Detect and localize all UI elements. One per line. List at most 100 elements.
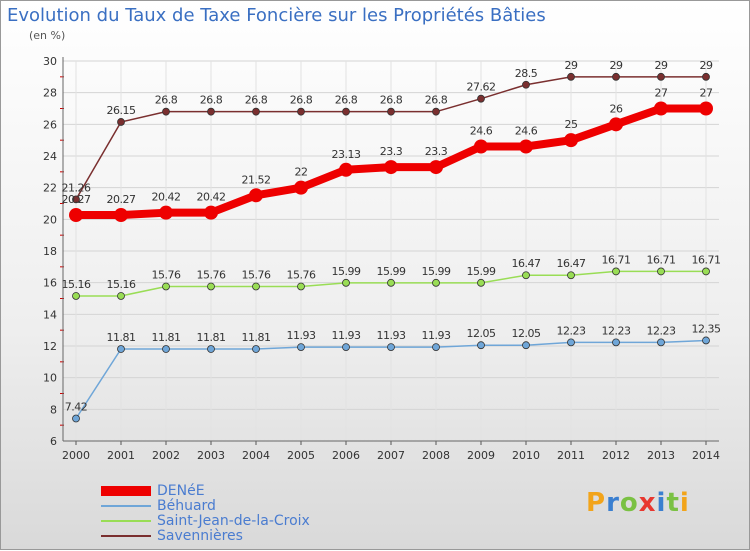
y-tick-labels: 6 8 10 12 14 16 18 20 22 24 26 28 30 xyxy=(43,55,57,448)
y-tick-label: 26 xyxy=(43,118,57,131)
data-label-denee: 26 xyxy=(610,102,623,115)
data-label-denee: 20.42 xyxy=(197,191,226,204)
data-label-savennieres: 26.8 xyxy=(245,94,268,107)
legend-label-behuard: Béhuard xyxy=(157,498,216,514)
data-label-behuard: 11.93 xyxy=(332,329,361,342)
data-label-behuard: 11.81 xyxy=(197,331,226,344)
proxiti-logo: Proxiti xyxy=(586,488,690,518)
data-label-denee: 23.3 xyxy=(380,145,403,158)
data-point-behuard xyxy=(432,343,440,352)
legend-label-savennieres: Savennières xyxy=(157,528,243,544)
data-label-denee: 25 xyxy=(565,118,578,131)
data-label-behuard: 12.23 xyxy=(647,324,676,337)
data-label-denee: 20.27 xyxy=(107,193,136,206)
logo-letter: x xyxy=(638,488,657,518)
axes xyxy=(60,57,719,445)
data-label-savennieres: 29 xyxy=(610,59,623,72)
data-label-savennieres: 26.15 xyxy=(107,104,136,117)
data-label-savennieres: 29 xyxy=(655,59,668,72)
data-label-saint-jean-de-la-croix: 15.99 xyxy=(377,265,406,278)
data-label-behuard: 12.35 xyxy=(692,322,721,335)
data-point-denee xyxy=(654,101,668,116)
data-label-savennieres: 21.26 xyxy=(62,181,91,194)
data-point-savennieres xyxy=(702,72,710,81)
data-label-savennieres: 29 xyxy=(565,59,578,72)
y-tick-label: 16 xyxy=(43,277,57,290)
data-point-denee xyxy=(474,139,488,154)
data-point-behuard xyxy=(207,345,215,353)
data-label-denee: 24.6 xyxy=(470,125,493,138)
data-point-behuard xyxy=(657,338,665,347)
data-label-saint-jean-de-la-croix: 15.76 xyxy=(287,268,316,281)
data-point-savennieres xyxy=(657,72,665,81)
data-point-saint-jean-de-la-croix xyxy=(477,278,485,287)
data-label-behuard: 11.93 xyxy=(377,329,406,342)
data-point-behuard xyxy=(252,345,260,353)
data-labels-layer: 21.26 26.15 26.8 26.8 26.8 26.8 26.8 26.8 26.8 27… xyxy=(62,59,722,414)
x-tick-label: 2000 xyxy=(62,449,90,462)
legend-swatch-saint-jean xyxy=(101,520,151,522)
data-label-savennieres: 26.8 xyxy=(200,94,223,107)
data-point-savennieres xyxy=(477,94,485,103)
y-tick-label: 24 xyxy=(43,150,57,163)
chart-title: Evolution du Taux de Taxe Foncière sur l… xyxy=(7,5,546,26)
data-point-behuard xyxy=(567,338,575,347)
data-point-saint-jean-de-la-croix xyxy=(207,282,215,291)
data-point-saint-jean-de-la-croix xyxy=(162,282,170,291)
data-point-behuard xyxy=(702,336,710,345)
data-label-saint-jean-de-la-croix: 16.71 xyxy=(602,253,631,266)
data-point-behuard xyxy=(342,343,350,352)
data-label-saint-jean-de-la-croix: 15.99 xyxy=(332,265,361,278)
logo-letter: r xyxy=(606,488,620,518)
data-label-behuard: 12.23 xyxy=(602,324,631,337)
data-point-denee xyxy=(114,208,128,223)
data-label-savennieres: 26.8 xyxy=(425,94,448,107)
legend-swatch-behuard xyxy=(101,505,151,507)
data-label-savennieres: 29 xyxy=(700,59,713,72)
y-tick-label: 28 xyxy=(43,87,57,100)
data-point-saint-jean-de-la-croix xyxy=(117,292,125,300)
x-tick-label: 2013 xyxy=(647,449,675,462)
data-point-behuard xyxy=(612,338,620,347)
grid-lines xyxy=(63,60,719,442)
data-label-behuard: 12.05 xyxy=(512,327,541,340)
data-point-savennieres xyxy=(252,107,260,116)
data-point-denee xyxy=(204,205,218,220)
data-point-savennieres xyxy=(522,80,530,89)
data-point-savennieres xyxy=(612,72,620,81)
data-point-behuard xyxy=(522,341,530,350)
data-label-saint-jean-de-la-croix: 15.99 xyxy=(422,265,451,278)
y-axis-unit: (en %) xyxy=(29,29,66,42)
data-label-saint-jean-de-la-croix: 16.71 xyxy=(647,253,676,266)
data-label-denee: 20.42 xyxy=(152,191,181,204)
data-label-saint-jean-de-la-croix: 16.47 xyxy=(512,257,541,270)
series-layer xyxy=(69,72,713,423)
data-label-savennieres: 28.5 xyxy=(515,67,538,80)
x-tick-label: 2007 xyxy=(377,449,405,462)
data-label-saint-jean-de-la-croix: 15.16 xyxy=(62,278,91,291)
logo-letter: i xyxy=(679,488,690,518)
data-point-behuard xyxy=(477,341,485,350)
data-point-savennieres xyxy=(297,107,305,116)
data-point-saint-jean-de-la-croix xyxy=(72,292,80,300)
data-label-savennieres: 26.8 xyxy=(335,94,358,107)
data-label-behuard: 7.42 xyxy=(65,401,88,414)
data-point-saint-jean-de-la-croix xyxy=(252,282,260,291)
data-point-denee xyxy=(294,180,308,195)
data-label-savennieres: 26.8 xyxy=(380,94,403,107)
x-tick-label: 2009 xyxy=(467,449,495,462)
legend-swatch-savennieres xyxy=(101,535,151,537)
data-label-denee: 23.3 xyxy=(425,145,448,158)
y-tick-label: 20 xyxy=(43,213,57,226)
data-label-behuard: 11.93 xyxy=(287,329,316,342)
data-point-behuard xyxy=(387,343,395,352)
data-label-saint-jean-de-la-croix: 15.76 xyxy=(152,268,181,281)
x-tick-label: 2006 xyxy=(332,449,360,462)
x-tick-label: 2014 xyxy=(692,449,720,462)
data-point-behuard xyxy=(117,345,125,353)
logo-letter: P xyxy=(586,488,607,518)
y-tick-label: 6 xyxy=(50,435,57,448)
y-tick-label: 22 xyxy=(43,182,57,195)
data-point-saint-jean-de-la-croix xyxy=(432,278,440,287)
legend-label-denee: DENéE xyxy=(157,483,205,499)
